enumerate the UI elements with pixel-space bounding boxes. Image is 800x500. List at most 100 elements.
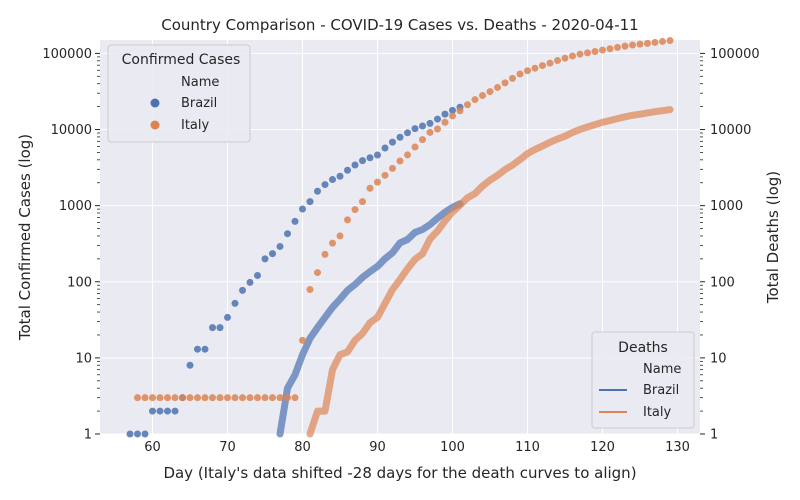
x-tick-label: 70 xyxy=(219,440,236,455)
y-tick-label-right: 1 xyxy=(710,428,718,443)
cases-point-italy xyxy=(164,394,171,402)
x-tick-label: 80 xyxy=(294,440,311,455)
cases-point-italy xyxy=(629,41,636,49)
cases-point-italy xyxy=(321,250,329,258)
cases-point-italy xyxy=(434,125,441,133)
cases-point-brazil xyxy=(329,176,336,184)
y-tick-label-right: 10000 xyxy=(710,123,751,138)
cases-point-italy xyxy=(224,394,231,402)
cases-point-italy xyxy=(621,42,629,50)
cases-point-italy xyxy=(524,67,531,75)
cases-point-brazil xyxy=(209,324,216,332)
cases-point-italy xyxy=(314,269,321,277)
legend-cases-label-brazil: Brazil xyxy=(181,96,217,111)
cases-point-brazil xyxy=(134,430,141,438)
cases-point-italy xyxy=(471,96,479,104)
cases-point-italy xyxy=(441,118,449,126)
y-tick-label-right: 10 xyxy=(710,351,727,366)
cases-point-italy xyxy=(576,50,584,58)
cases-point-brazil xyxy=(396,133,404,141)
cases-point-italy xyxy=(239,394,246,402)
legend-deaths-label-brazil: Brazil xyxy=(643,383,679,398)
cases-point-italy xyxy=(231,394,239,402)
cases-point-italy xyxy=(606,45,614,53)
cases-point-italy xyxy=(584,49,591,57)
cases-point-italy xyxy=(659,37,666,45)
y-tick-label-left: 10000 xyxy=(51,123,92,138)
y-tick-label-right: 100000 xyxy=(710,47,760,62)
legend-cases-label-italy: Italy xyxy=(181,118,210,133)
cases-point-italy xyxy=(404,151,411,159)
cases-point-brazil xyxy=(164,407,171,415)
cases-point-brazil xyxy=(149,407,156,415)
cases-point-brazil xyxy=(426,119,434,127)
deaths-line-brazil xyxy=(276,200,464,438)
cases-point-brazil xyxy=(351,161,359,169)
cases-point-italy xyxy=(599,46,606,54)
cases-point-italy xyxy=(366,184,374,192)
cases-point-brazil xyxy=(381,144,389,152)
cases-point-italy xyxy=(486,88,494,96)
cases-point-italy xyxy=(329,239,336,247)
legend-cases-marker-italy xyxy=(150,120,160,130)
cases-point-brazil xyxy=(141,430,149,438)
cases-point-brazil xyxy=(201,345,209,353)
cases-point-brazil xyxy=(389,138,396,146)
cases-point-italy xyxy=(344,216,351,224)
cases-point-brazil xyxy=(269,250,276,258)
cases-point-italy xyxy=(291,394,299,402)
cases-point-brazil xyxy=(314,187,321,195)
cases-point-brazil xyxy=(321,181,329,189)
deaths-line-italy xyxy=(306,106,674,438)
legend-cases-frame xyxy=(107,44,251,143)
cases-point-italy xyxy=(179,394,186,402)
cases-point-italy xyxy=(449,112,456,120)
cases-point-brazil xyxy=(126,430,134,438)
cases-point-italy xyxy=(216,394,224,402)
y-tick-label-left: 1000 xyxy=(59,199,92,214)
cases-point-italy xyxy=(509,74,516,82)
cases-point-brazil xyxy=(246,278,254,286)
cases-point-italy xyxy=(411,143,419,151)
cases-point-brazil xyxy=(336,172,344,180)
cases-point-italy xyxy=(149,394,156,402)
cases-point-brazil xyxy=(239,286,246,294)
cases-point-italy xyxy=(426,128,434,136)
cases-point-brazil xyxy=(156,407,164,415)
legend-cases-marker-brazil xyxy=(150,98,160,108)
cases-point-italy xyxy=(539,62,546,70)
legend-cases-subtitle: Name xyxy=(181,75,219,90)
cases-point-italy xyxy=(156,394,164,402)
x-tick-label: 60 xyxy=(144,440,161,455)
cases-point-italy xyxy=(261,394,269,402)
cases-point-italy xyxy=(194,394,201,402)
cases-point-italy xyxy=(561,54,569,62)
legend-cases: Confirmed Cases Name Brazil Italy xyxy=(107,44,251,143)
cases-point-italy xyxy=(284,394,291,402)
cases-point-italy xyxy=(591,48,599,56)
cases-point-brazil xyxy=(411,125,419,133)
cases-point-italy xyxy=(201,394,209,402)
cases-point-brazil xyxy=(441,110,449,118)
cases-point-brazil xyxy=(216,324,224,332)
cases-point-italy xyxy=(336,232,344,240)
cases-point-italy xyxy=(636,40,644,48)
cases-point-brazil xyxy=(254,271,261,279)
cases-point-italy xyxy=(134,394,141,402)
cases-point-brazil xyxy=(404,129,411,137)
cases-point-italy xyxy=(359,198,366,206)
cases-point-italy xyxy=(171,394,179,402)
chart-title: Country Comparison - COVID-19 Cases vs. … xyxy=(161,16,638,34)
cases-point-italy xyxy=(374,178,381,186)
cases-point-italy xyxy=(246,394,254,402)
cases-point-italy xyxy=(269,394,276,402)
cases-point-brazil xyxy=(231,299,239,307)
y-tick-label-left: 100 xyxy=(67,275,92,290)
x-tick-label: 90 xyxy=(369,440,386,455)
cases-point-brazil xyxy=(186,361,194,369)
cases-point-italy xyxy=(141,394,149,402)
cases-point-brazil xyxy=(299,205,306,213)
cases-point-italy xyxy=(209,394,216,402)
cases-point-italy xyxy=(494,83,501,91)
